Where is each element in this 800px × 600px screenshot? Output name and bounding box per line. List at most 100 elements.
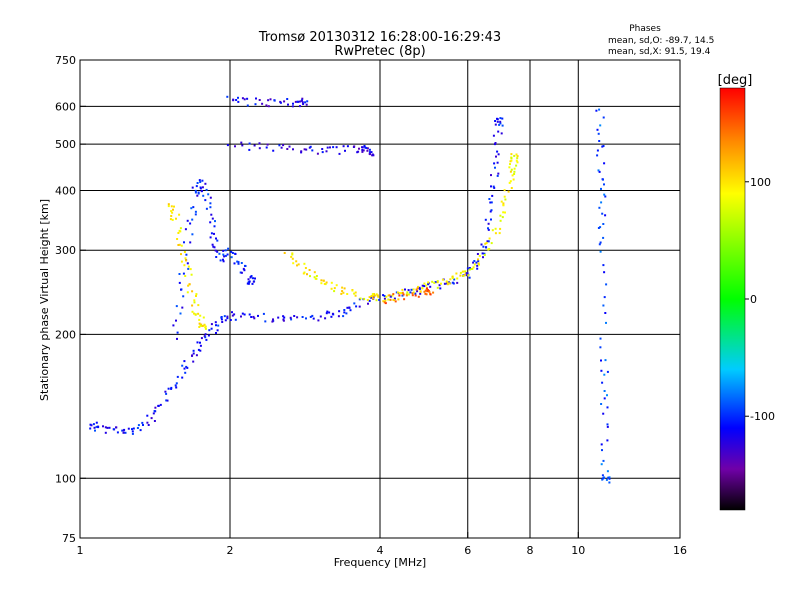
data-points <box>89 95 611 484</box>
data-point <box>207 193 210 196</box>
data-point <box>210 213 213 216</box>
data-point <box>604 312 607 314</box>
data-point <box>453 278 456 281</box>
data-point <box>366 299 369 301</box>
data-point <box>185 365 188 368</box>
data-point <box>194 191 197 194</box>
data-point <box>385 295 388 298</box>
data-point <box>337 315 340 318</box>
data-point <box>291 252 294 255</box>
data-point <box>195 293 198 296</box>
data-point <box>455 272 458 275</box>
data-point <box>502 204 505 207</box>
data-point <box>136 427 139 429</box>
data-point <box>501 216 504 219</box>
data-point <box>405 294 408 297</box>
data-point <box>234 252 237 255</box>
data-point <box>190 273 193 276</box>
data-point <box>362 149 365 152</box>
data-point <box>459 271 462 274</box>
data-point <box>483 253 486 256</box>
data-point <box>167 387 170 390</box>
data-point <box>423 282 426 285</box>
data-point <box>246 104 249 107</box>
data-point <box>446 281 449 284</box>
colorbar-tick-label: 100 <box>750 176 771 189</box>
data-point <box>476 253 479 255</box>
data-point <box>466 267 469 270</box>
data-point <box>472 261 475 264</box>
data-point <box>489 201 492 204</box>
data-point <box>324 317 327 320</box>
data-point <box>429 293 432 296</box>
data-point <box>181 376 184 379</box>
data-point <box>306 273 308 276</box>
data-point <box>300 99 303 102</box>
data-point <box>215 256 218 258</box>
data-point <box>418 287 421 290</box>
data-point <box>108 426 111 429</box>
data-point <box>182 295 185 298</box>
data-point <box>240 262 243 264</box>
data-point <box>599 226 602 229</box>
data-point <box>403 298 406 301</box>
data-point <box>291 105 294 108</box>
data-point <box>513 173 516 175</box>
data-point <box>241 97 244 100</box>
data-point <box>224 254 227 257</box>
data-point <box>398 292 401 294</box>
data-point <box>368 296 371 299</box>
data-point <box>154 406 157 409</box>
data-point <box>195 354 198 357</box>
data-point <box>183 264 186 267</box>
data-point <box>606 423 609 426</box>
data-point <box>205 188 208 191</box>
data-point <box>286 148 289 150</box>
y-tick-label: 200 <box>55 328 76 341</box>
data-point <box>601 477 604 480</box>
data-point <box>186 291 189 294</box>
data-point <box>400 292 403 295</box>
data-point <box>195 185 198 188</box>
data-point <box>598 170 601 173</box>
x-tick-label: 10 <box>571 544 585 557</box>
y-axis-label: Stationary phase Virtual Height [km] <box>38 199 51 401</box>
data-point <box>509 180 512 183</box>
data-point <box>605 478 608 481</box>
data-point <box>159 403 162 406</box>
data-point <box>191 218 194 221</box>
data-point <box>180 260 183 263</box>
data-point <box>247 281 250 284</box>
data-point <box>343 287 346 290</box>
data-point <box>220 316 223 319</box>
data-point <box>181 364 184 367</box>
data-point <box>487 240 490 243</box>
data-point <box>406 291 409 294</box>
data-point <box>394 300 397 303</box>
data-point <box>183 251 186 253</box>
data-point <box>146 421 149 424</box>
data-point <box>499 214 502 217</box>
data-point <box>602 145 605 147</box>
data-point <box>202 194 205 197</box>
y-tick-label: 75 <box>62 532 76 545</box>
data-point <box>248 280 251 283</box>
phase-info-x: mean, sd,X: 91.5, 19.4 <box>608 47 711 57</box>
data-point <box>178 243 181 246</box>
data-point <box>354 294 357 297</box>
data-point <box>333 287 336 290</box>
data-point <box>468 268 471 271</box>
data-point <box>183 241 185 244</box>
data-point <box>365 147 368 149</box>
data-point <box>351 289 354 292</box>
data-point <box>345 312 348 315</box>
data-point <box>199 349 202 352</box>
data-point <box>473 263 476 266</box>
data-point <box>330 287 333 290</box>
data-point <box>427 281 430 284</box>
data-point <box>194 210 197 213</box>
data-point <box>175 305 178 308</box>
y-tick-label: 500 <box>55 138 76 151</box>
data-point <box>375 293 378 296</box>
data-point <box>321 148 324 150</box>
